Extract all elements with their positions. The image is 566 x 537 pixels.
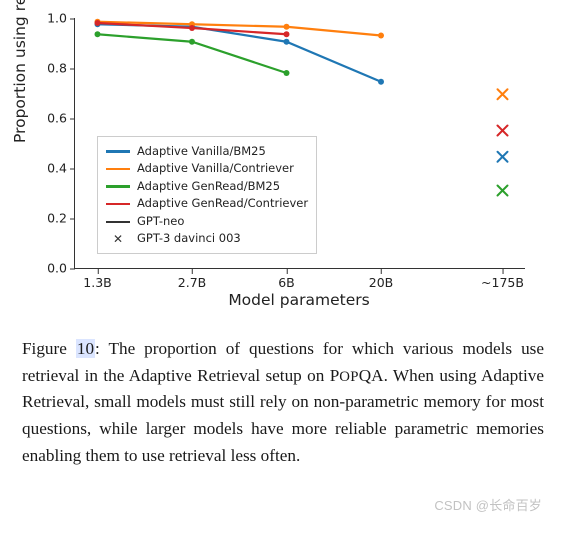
legend-label: GPT-neo xyxy=(137,214,184,230)
legend-swatch xyxy=(106,203,130,206)
ytick-4: 0.8 xyxy=(31,61,67,76)
legend-entry-2: Adaptive GenRead/BM25 xyxy=(106,178,308,196)
legend-x-icon: ✕ xyxy=(106,233,130,245)
ytick-5: 1.0 xyxy=(31,11,67,26)
watermark-text: CSDN @长命百岁 xyxy=(434,495,542,514)
page-root: { "chart": { "type": "line+scatter", "pl… xyxy=(0,0,566,537)
legend-swatch xyxy=(106,168,130,171)
figure-caption: Figure 10: The proportion of questions f… xyxy=(22,336,544,469)
dataset-name: POPQA xyxy=(330,366,384,385)
legend-label: Adaptive GenRead/Contriever xyxy=(137,196,308,212)
plot-axes: 0.0 0.2 0.4 0.6 0.8 1.0 1.3B 2.7B 6B 20B… xyxy=(74,18,525,269)
caption-prefix: Figure xyxy=(22,339,76,358)
ytick-1: 0.2 xyxy=(31,211,67,226)
legend-entry-1: Adaptive Vanilla/Contriever xyxy=(106,160,308,178)
x-axis-label: Model parameters xyxy=(74,291,524,309)
xtick-0: 1.3B xyxy=(83,275,111,290)
xtick-1: 2.7B xyxy=(178,275,206,290)
chart-container: Proportion using retrieval 0.0 0.2 0.4 0… xyxy=(10,8,556,318)
xtick-4: ~175B xyxy=(481,275,524,290)
legend-entry-line: GPT-neo xyxy=(106,213,308,231)
legend-entry-x: ✕ GPT-3 davinci 003 xyxy=(106,230,308,248)
legend-label: GPT-3 davinci 003 xyxy=(137,231,241,247)
xtick-3: 20B xyxy=(369,275,393,290)
ytick-2: 0.4 xyxy=(31,161,67,176)
legend-swatch xyxy=(106,150,130,153)
ytick-0: 0.0 xyxy=(31,261,67,276)
legend-box: Adaptive Vanilla/BM25 Adaptive Vanilla/C… xyxy=(97,136,317,254)
ytick-3: 0.6 xyxy=(31,111,67,126)
legend-swatch xyxy=(106,185,130,188)
caption-figure-number: 10 xyxy=(76,339,95,358)
legend-label: Adaptive GenRead/BM25 xyxy=(137,179,280,195)
legend-entry-3: Adaptive GenRead/Contriever xyxy=(106,195,308,213)
xtick-2: 6B xyxy=(278,275,295,290)
legend-line-icon xyxy=(106,221,130,223)
legend-label: Adaptive Vanilla/BM25 xyxy=(137,144,266,160)
legend-label: Adaptive Vanilla/Contriever xyxy=(137,161,294,177)
legend-entry-0: Adaptive Vanilla/BM25 xyxy=(106,143,308,161)
y-axis-label: Proportion using retrieval xyxy=(11,0,29,143)
